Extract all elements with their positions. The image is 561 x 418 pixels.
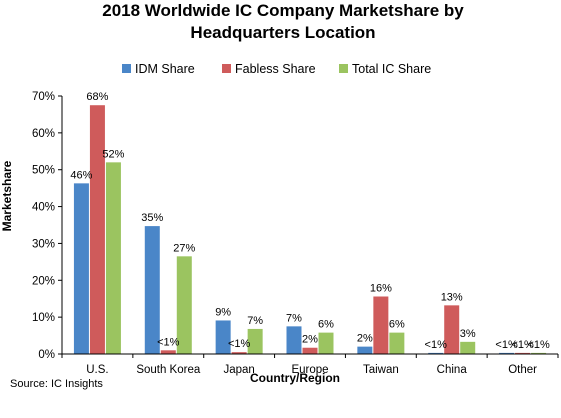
x-tick-label: Other [508,364,537,376]
x-tick-label: Taiwan [363,364,399,376]
bar [144,226,160,354]
bar [515,352,531,354]
y-tick-label: 40% [32,202,55,214]
legend-label: Fabless Share [235,62,316,76]
y-axis-ticks: 0% 10% 20% 30% 40% 50% 60% 70% [32,91,62,361]
y-tick-label: 50% [32,165,55,177]
bar [373,296,389,354]
source-note: Source: IC Insights [10,378,103,390]
x-tick-label: Japan [223,364,254,376]
y-tick-label: 60% [32,128,55,140]
y-tick-label: 70% [32,91,55,103]
legend-swatch [339,64,348,73]
axes [61,96,558,355]
data-label: 6% [389,319,405,331]
bar [302,347,318,354]
y-tick-label: 30% [32,238,55,250]
data-label: 35% [141,212,163,224]
data-label: <1% [157,336,180,348]
data-label: 46% [70,169,92,181]
bar [318,332,334,354]
y-tick-label: 10% [32,312,55,324]
data-label: 2% [357,333,373,345]
data-label: 7% [286,312,302,324]
bar [460,341,476,354]
bar [357,346,373,354]
y-axis-label: Marketshare [0,160,14,231]
data-label: 9% [215,306,231,318]
bar [389,332,405,354]
data-label: 68% [86,91,108,103]
data-label: <1% [511,339,534,351]
chart-title-line-1: 2018 Worldwide IC Company Marketshare by [102,1,464,20]
bar [176,256,192,354]
bar [444,305,460,354]
bar [286,326,302,354]
data-label: 7% [247,315,263,327]
x-tick-label: South Korea [136,364,201,376]
y-tick-label: 20% [32,275,55,287]
data-label: 16% [370,283,392,295]
x-axis-label: Country/Region [250,371,340,385]
x-tick-label: U.S. [86,364,108,376]
chart-title-line-2: Headquarters Location [190,23,375,42]
data-label: <1% [495,339,518,351]
data-label: <1% [228,338,251,350]
legend-label: Total IC Share [352,62,431,76]
legend-label: IDM Share [135,62,195,76]
bar [428,352,444,354]
x-tick-label: China [437,364,468,376]
legend-swatch [122,64,131,73]
bar [89,105,105,354]
data-label: 2% [302,334,318,346]
legend: IDM Share Fabless Share Total IC Share [122,62,431,76]
data-labels: 46%35%9% 7%2%<1% <1%68%<1% <1% 2%16%13%<1%52… [70,91,550,351]
bar [499,352,515,354]
bar [73,183,89,354]
data-label: 6% [318,319,334,331]
data-label: 13% [441,291,463,303]
bar [531,352,547,354]
bars [73,105,547,354]
x-tick-label: Europe [291,364,328,376]
y-tick-label: 0% [38,349,55,361]
data-label: 3% [460,328,476,340]
bar [215,320,231,354]
data-label: <1% [527,339,550,351]
data-label: <1% [425,339,448,351]
bar [160,350,176,354]
bar [247,328,263,354]
data-label: 52% [102,148,124,160]
x-axis-ticks: U.S. South Korea Japan Europe Taiwan China Oth… [61,354,559,376]
legend-swatch [222,64,231,73]
data-label: 27% [173,242,195,254]
bar [105,162,121,354]
bar [231,352,247,354]
